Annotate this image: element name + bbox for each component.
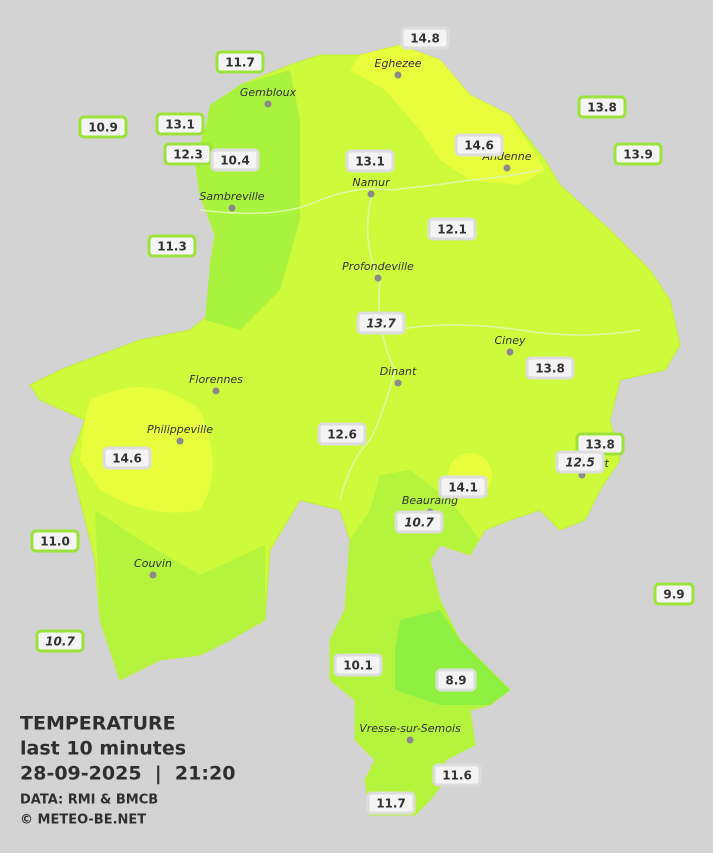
town-dot (149, 571, 157, 579)
station-box (356, 311, 406, 335)
title-subtitle: last 10 minutes (20, 738, 186, 760)
town-label: Couvin (134, 557, 172, 570)
town-dot (506, 348, 514, 356)
station-box (102, 446, 152, 470)
station-temp: 8.9 (445, 674, 466, 688)
station-box (525, 356, 575, 380)
river (199, 169, 541, 215)
station-box (653, 582, 695, 606)
river (394, 324, 641, 336)
town-label: Sambreville (199, 190, 264, 203)
town-label: Namur (352, 176, 391, 189)
town-label: Philippeville (147, 423, 213, 436)
cool-zone (95, 510, 265, 680)
station-box (394, 510, 444, 534)
station-box (435, 668, 477, 692)
title-heading: TEMPERATURE (20, 713, 176, 735)
town-dot (394, 71, 402, 79)
station-temp: 13.8 (587, 101, 617, 115)
river (339, 194, 396, 501)
title-credit: © METEO-BE.NET (20, 813, 146, 828)
town-dot (228, 204, 236, 212)
station-box (432, 763, 482, 787)
station-box (35, 629, 85, 653)
station-temp: 11.7 (376, 797, 406, 811)
station-box (210, 148, 260, 172)
station-temp: 11.0 (40, 535, 70, 549)
station-box (427, 217, 477, 241)
town-dot (394, 379, 402, 387)
town-dot (406, 736, 414, 744)
station-temp: 13.8 (585, 438, 615, 452)
station-temp: 11.3 (157, 240, 187, 254)
station-box (155, 112, 205, 136)
station-temp: 11.6 (442, 769, 472, 783)
station-temp: 13.1 (355, 155, 385, 169)
station-box (366, 791, 416, 815)
town-dot (374, 274, 382, 282)
town-label: Ciney (495, 334, 526, 347)
town-label: Florennes (189, 373, 243, 386)
station-temp: 10.7 (45, 635, 75, 649)
station-temp: 10.4 (220, 154, 250, 168)
town-label: Profondeville (342, 260, 414, 273)
town-label: Eghezee (375, 57, 422, 70)
station-temp: 12.3 (173, 148, 203, 162)
station-box (555, 450, 605, 474)
town-dot (212, 387, 220, 395)
station-temp: 12.1 (437, 223, 467, 237)
station-temp: 9.9 (663, 588, 684, 602)
station-box (400, 26, 450, 50)
cold-zone (395, 610, 510, 705)
station-box (577, 95, 627, 119)
station-box (345, 149, 395, 173)
station-temp: 10.1 (343, 659, 373, 673)
station-temp: 12.6 (327, 428, 357, 442)
title-source: DATA: RMI & BMCB (20, 793, 158, 808)
station-box (454, 133, 504, 157)
town-dot (176, 437, 184, 445)
station-temp: 10.7 (404, 516, 434, 530)
station-temp: 11.7 (225, 56, 255, 70)
station-temp: 14.6 (464, 139, 494, 153)
station-temp: 14.1 (448, 481, 478, 495)
town-dot (264, 100, 272, 108)
station-temp: 13.1 (165, 118, 195, 132)
station-temp: 13.8 (535, 362, 565, 376)
station-temp: 10.9 (88, 121, 118, 135)
town-dot (367, 190, 375, 198)
title-datetime: 28-09-2025 | 21:20 (20, 763, 235, 785)
station-box (215, 50, 265, 74)
town-label: Gembloux (240, 86, 297, 99)
station-box (438, 475, 488, 499)
station-temp: 12.5 (565, 456, 595, 470)
station-box (147, 234, 197, 258)
station-temp: 14.6 (112, 452, 142, 466)
cool-zone (195, 70, 300, 330)
station-box (317, 422, 367, 446)
station-temp: 14.8 (410, 32, 440, 46)
station-box (30, 529, 80, 553)
station-temp: 13.7 (366, 317, 396, 331)
town-label: Dinant (380, 365, 417, 378)
station-temp: 13.9 (623, 148, 653, 162)
town-label: Vresse-sur-Semois (359, 722, 461, 735)
station-box (613, 142, 663, 166)
town-dot (503, 164, 511, 172)
station-box (333, 653, 383, 677)
station-box (78, 115, 128, 139)
